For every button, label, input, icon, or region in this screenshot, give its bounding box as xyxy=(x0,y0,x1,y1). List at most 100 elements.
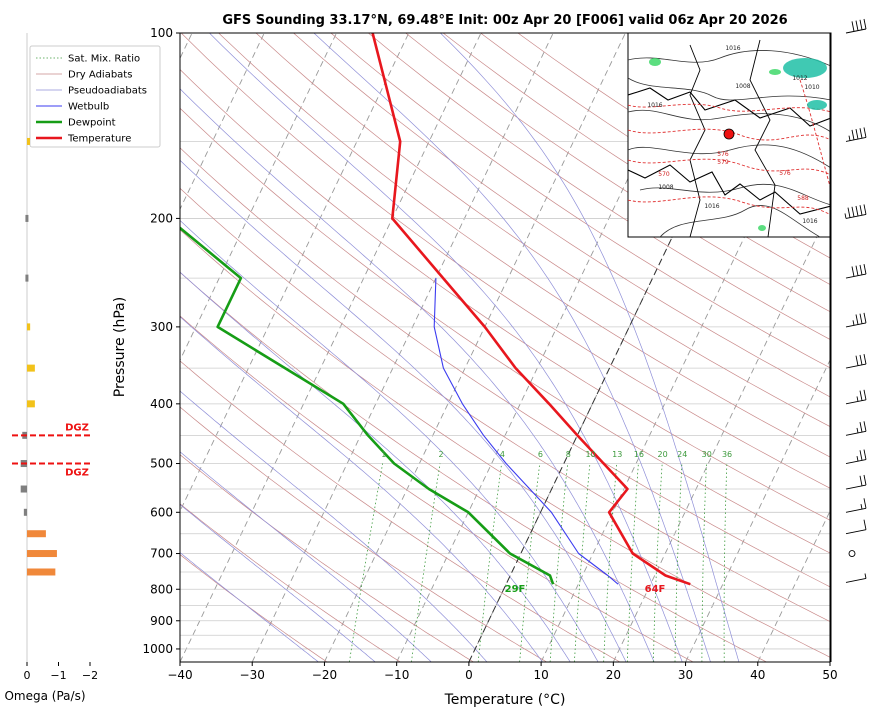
map-contour-label: 588 xyxy=(797,195,809,202)
wind-barb xyxy=(846,313,866,327)
map-contour-label: 576 xyxy=(779,170,791,177)
wind-barb-flag xyxy=(856,21,858,31)
map-contour-label: 579 xyxy=(717,159,729,166)
map-contour-label: 1016 xyxy=(704,203,719,210)
omega-bar xyxy=(25,215,28,222)
legend: Sat. Mix. Ratio Dry Adiabats Pseudoadiabat… xyxy=(30,46,160,147)
wind-barb-flag xyxy=(860,20,862,30)
mixing-ratio-label: 30 xyxy=(702,450,712,459)
mixing-ratio-label: 20 xyxy=(657,450,667,459)
surface-temperature-label: 64F xyxy=(645,584,666,595)
omega-bar xyxy=(27,400,35,407)
map-contour-label: 1008 xyxy=(735,83,750,90)
omega-bar xyxy=(27,550,57,557)
wind-barb-flag xyxy=(856,206,858,216)
wind-barb xyxy=(846,390,866,404)
wind-barb-staff xyxy=(846,274,866,278)
x-tick-label: −30 xyxy=(240,668,265,682)
location-marker xyxy=(724,129,734,139)
omega-tick-label: −1 xyxy=(50,669,66,682)
mixing-ratio-label: 10 xyxy=(585,450,595,459)
wind-barb-flag xyxy=(848,208,850,218)
map-contour-label: 1008 xyxy=(658,184,673,191)
wind-barb-flag xyxy=(864,354,866,364)
isotherm-line xyxy=(830,33,877,662)
wind-barb-flag xyxy=(864,390,866,400)
wind-barb-flag xyxy=(860,355,862,365)
mixing-ratio-label: 4 xyxy=(500,450,505,459)
x-tick-label: 30 xyxy=(678,668,693,682)
wind-barb-staff xyxy=(846,530,866,534)
wind-barb-flag xyxy=(856,266,858,276)
wind-barb xyxy=(846,450,866,464)
omega-axis-label: Omega (Pa/s) xyxy=(4,689,85,703)
wind-barb-flag xyxy=(856,314,858,324)
wind-barb-flag xyxy=(860,450,862,460)
omega-bar xyxy=(27,138,30,145)
wind-barb-staff xyxy=(846,578,866,582)
map-contour-label: 1016 xyxy=(647,102,662,109)
wind-barb xyxy=(846,498,866,512)
wind-barb-flag xyxy=(864,204,866,214)
wind-barb-half-flag xyxy=(857,396,858,401)
mixing-ratio-label: 24 xyxy=(677,450,687,459)
map-contour-label: 1012 xyxy=(792,75,807,82)
legend-label: Dry Adiabats xyxy=(68,70,132,81)
wind-barb-flag xyxy=(864,520,866,530)
omega-bar xyxy=(27,365,35,372)
wind-barb-flag xyxy=(860,476,862,486)
wind-barb-flag xyxy=(852,130,854,140)
x-tick-label: −20 xyxy=(312,668,337,682)
y-tick-label: 100 xyxy=(150,26,173,40)
wind-barb-staff xyxy=(846,29,866,33)
wind-barb-staff xyxy=(846,323,866,327)
legend-label: Temperature xyxy=(67,134,131,145)
y-tick-label: 1000 xyxy=(142,642,173,656)
dgz-label: DGZ xyxy=(65,468,89,479)
legend-label: Pseudoadiabats xyxy=(68,86,147,97)
y-tick-label: 200 xyxy=(150,211,173,225)
x-tick-label: −40 xyxy=(167,668,192,682)
wind-barb-flag xyxy=(864,313,866,323)
wind-barb-flag xyxy=(860,391,862,401)
map-precip-shading xyxy=(649,58,661,66)
map-contour-label: 570 xyxy=(658,171,670,178)
map-contour-label: 1016 xyxy=(725,45,740,52)
surface-dewpoint-label: 29F xyxy=(505,584,526,595)
wind-barb-flag xyxy=(860,314,862,324)
wind-barb-flag xyxy=(864,264,866,274)
wind-barb-flag xyxy=(864,475,866,485)
mixing-ratio-label: 1 xyxy=(381,450,386,459)
x-tick-label: −10 xyxy=(384,668,409,682)
y-tick-label: 400 xyxy=(150,397,173,411)
mixing-ratio-label: 13 xyxy=(612,450,622,459)
wind-barb-staff xyxy=(846,508,866,512)
y-tick-label: 900 xyxy=(150,614,173,628)
wind-barb-flag xyxy=(856,129,858,139)
wind-barb-half-flag xyxy=(865,573,866,578)
wind-barb-half-flag xyxy=(853,320,854,325)
y-tick-label: 800 xyxy=(150,582,173,596)
mixing-ratio-label: 36 xyxy=(722,450,732,459)
wind-barbs xyxy=(831,19,866,662)
omega-tick-label: −2 xyxy=(82,669,98,682)
wind-barb-staff xyxy=(846,431,866,435)
wind-barb-staff xyxy=(846,400,866,404)
wind-barb xyxy=(846,421,866,435)
legend-label: Sat. Mix. Ratio xyxy=(68,54,140,65)
map-precip-shading xyxy=(807,100,827,110)
legend-label: Wetbulb xyxy=(68,102,109,113)
x-tick-label: 50 xyxy=(822,668,837,682)
y-axis-label: Pressure (hPa) xyxy=(112,297,128,397)
wind-barb-half-flag xyxy=(849,136,850,141)
omega-bar xyxy=(24,509,27,516)
dgz-label: DGZ xyxy=(65,422,89,433)
y-tick-label: 300 xyxy=(150,320,173,334)
map-contour-label: 1016 xyxy=(802,218,817,225)
wind-barb-flag xyxy=(864,19,866,29)
wind-barb-flag xyxy=(864,450,866,460)
wind-barb-flag xyxy=(860,265,862,275)
omega-bar xyxy=(27,530,46,537)
mixing-ratio-label: 8 xyxy=(566,450,571,459)
